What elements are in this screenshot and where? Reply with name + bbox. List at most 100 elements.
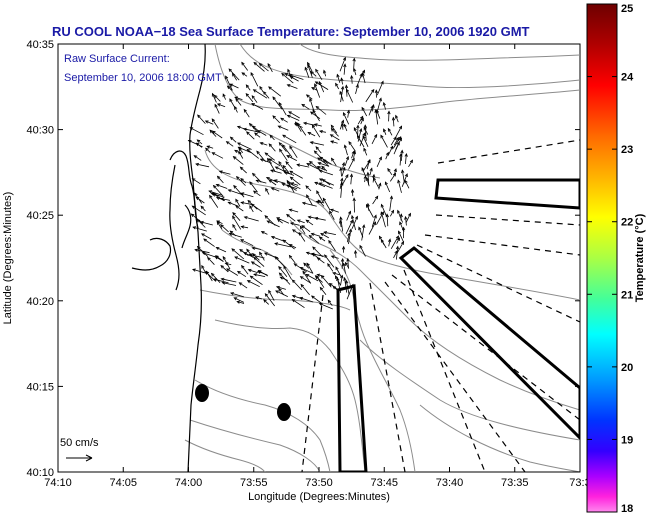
current-vector: [278, 142, 287, 152]
current-vector: [241, 62, 249, 71]
current-vector-head: [187, 139, 192, 144]
current-vector-head: [245, 84, 250, 89]
current-vector-head: [192, 268, 196, 272]
current-vector: [345, 262, 350, 269]
current-vector: [235, 199, 241, 207]
y-tick-label: 40:15: [26, 381, 54, 393]
current-vector: [310, 71, 317, 77]
current-vector: [319, 287, 327, 296]
current-vector: [394, 126, 402, 139]
current-vector: [331, 158, 337, 167]
current-vector-head: [342, 166, 346, 171]
current-vector-head: [253, 273, 258, 277]
current-vector: [287, 84, 298, 89]
current-vector-head: [201, 264, 205, 269]
current-vector: [217, 176, 224, 184]
current-vector: [193, 155, 202, 161]
current-vector: [297, 219, 305, 224]
current-vector: [314, 150, 323, 160]
current-vector: [229, 83, 239, 89]
current-vector: [364, 125, 367, 141]
current-vector: [323, 70, 327, 77]
current-vector: [372, 174, 375, 183]
current-vector-head: [256, 130, 261, 134]
current-vector-head: [194, 192, 198, 197]
y-tick-label: 40:30: [26, 125, 54, 137]
current-vector: [235, 98, 242, 106]
current-vector-head: [315, 275, 320, 280]
current-vector-head: [293, 123, 298, 127]
current-vector-head: [310, 295, 315, 299]
current-vector: [197, 139, 203, 145]
current-vector: [314, 83, 321, 98]
current-vector: [195, 163, 210, 168]
current-vector-head: [395, 114, 399, 119]
current-vector-head: [199, 220, 204, 225]
current-vector: [353, 68, 357, 76]
current-vector-head: [241, 264, 245, 269]
current-vector-head: [282, 134, 286, 138]
current-vector: [330, 209, 339, 213]
current-vector-head: [323, 69, 327, 74]
current-vector-head: [250, 261, 255, 265]
current-vector: [234, 106, 238, 113]
current-vector: [395, 137, 402, 150]
current-vector-head: [249, 275, 254, 279]
current-vector: [221, 278, 237, 283]
current-vector: [327, 299, 333, 306]
current-vector-head: [315, 146, 320, 150]
current-vector-head: [398, 125, 403, 130]
current-vector-head: [328, 239, 332, 244]
current-vector: [203, 238, 215, 247]
current-vector-head: [310, 252, 315, 256]
current-vector-head: [264, 215, 269, 219]
colorbar-tick-label: 24: [621, 72, 634, 84]
current-vector-head: [238, 147, 242, 152]
current-vector-head: [344, 261, 349, 266]
current-vector-head: [334, 275, 339, 280]
current-vector-head: [196, 218, 201, 223]
current-vector: [357, 116, 364, 125]
current-vector: [306, 263, 314, 274]
current-vector: [278, 288, 285, 296]
current-vector: [292, 279, 302, 291]
current-vector-head: [346, 88, 350, 93]
current-vector: [246, 248, 254, 258]
current-vector-head: [321, 165, 325, 170]
current-vector: [306, 94, 313, 100]
current-vector: [309, 161, 322, 172]
current-vector-head: [327, 263, 331, 267]
current-vector-head: [306, 163, 310, 167]
current-vector: [342, 162, 345, 169]
current-vector: [248, 269, 259, 274]
current-vector: [282, 165, 290, 173]
current-vector: [351, 151, 355, 159]
current-vector-head: [389, 195, 394, 200]
current-vector-head: [262, 91, 267, 95]
current-vector: [216, 247, 227, 253]
current-vector: [205, 271, 217, 282]
current-vector: [343, 263, 346, 274]
current-vector-head: [232, 156, 237, 160]
map-content: [66, 44, 580, 472]
current-vector: [350, 174, 353, 185]
current-vector-head: [395, 235, 399, 240]
current-vector: [383, 102, 386, 110]
current-vector-head: [201, 233, 205, 237]
current-vector-head: [266, 220, 271, 224]
current-vector: [307, 64, 313, 78]
current-vector-head: [289, 170, 294, 174]
current-vector-head: [316, 190, 320, 195]
current-vector: [270, 169, 282, 174]
current-vector-head: [233, 297, 238, 301]
current-vector: [344, 156, 349, 167]
current-vector: [343, 64, 346, 75]
current-vector-head: [291, 279, 296, 284]
current-vector: [282, 144, 293, 158]
current-vector: [280, 276, 289, 281]
current-vector: [290, 176, 301, 186]
current-vector-head: [274, 242, 278, 246]
current-vector: [288, 111, 300, 119]
current-vector-head: [235, 175, 240, 180]
current-vector-head: [240, 192, 245, 196]
